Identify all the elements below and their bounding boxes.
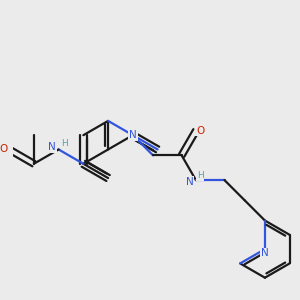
Text: N: N	[129, 130, 137, 140]
Text: H: H	[61, 139, 68, 148]
Text: H: H	[197, 171, 203, 180]
Text: N: N	[48, 142, 56, 152]
Text: N: N	[186, 177, 194, 187]
Text: O: O	[0, 145, 8, 154]
Text: N: N	[261, 248, 269, 258]
Text: O: O	[196, 126, 204, 136]
